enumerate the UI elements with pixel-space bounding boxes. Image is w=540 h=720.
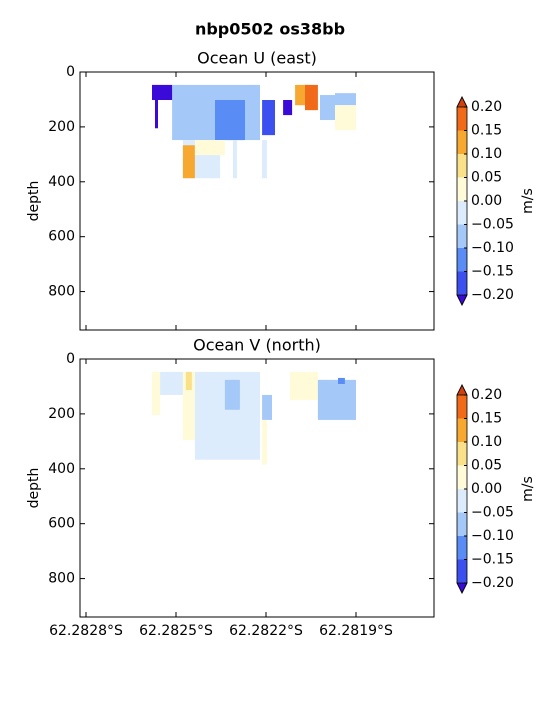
colorbar-segment bbox=[457, 559, 467, 583]
plot-frame bbox=[79, 358, 435, 618]
contour-cell bbox=[152, 84, 173, 100]
contour-cell bbox=[262, 99, 275, 136]
colorbar-segment bbox=[457, 224, 467, 248]
contour-cell bbox=[262, 140, 267, 179]
contour-cell bbox=[182, 145, 195, 179]
colorbar-tick-label: −0.15 bbox=[471, 552, 514, 568]
contour-cell bbox=[320, 95, 335, 121]
x-tick-label: 62.2819°S bbox=[319, 623, 393, 639]
colorbar-tick-label: 0.00 bbox=[471, 481, 502, 497]
colorbar-tick-label: −0.10 bbox=[471, 528, 514, 544]
y-tick-label: 200 bbox=[48, 406, 75, 422]
subplot-title: Ocean U (east) bbox=[197, 49, 317, 68]
contour-cell bbox=[335, 93, 356, 106]
y-tick-label: 400 bbox=[48, 174, 75, 190]
y-tick-label: 800 bbox=[48, 284, 75, 300]
colorbar-segment bbox=[457, 465, 467, 489]
figure-title: nbp0502 os38bb bbox=[195, 20, 345, 39]
colorbar-tick-label: 0.05 bbox=[471, 170, 502, 186]
colorbar-tick-label: 0.00 bbox=[471, 193, 502, 209]
colorbar-tick-label: 0.05 bbox=[471, 458, 502, 474]
contour-cell bbox=[262, 394, 272, 420]
colorbar-tick-label: −0.10 bbox=[471, 240, 514, 256]
colorbar-segment bbox=[457, 512, 467, 536]
colorbar-tick-label: 0.15 bbox=[471, 123, 502, 139]
colorbar-tick-label: −0.15 bbox=[471, 264, 514, 280]
y-tick-label: 600 bbox=[48, 516, 75, 532]
contour-cell bbox=[215, 99, 245, 141]
colorbar-segment bbox=[457, 418, 467, 442]
colorbar-segment bbox=[457, 489, 467, 513]
colorbar-label: m/s bbox=[520, 476, 536, 502]
contour-cell bbox=[233, 140, 237, 179]
colorbar-segment bbox=[457, 201, 467, 225]
colorbar-tick-label: 0.10 bbox=[471, 434, 502, 450]
contour-cell bbox=[290, 371, 318, 400]
contour-cell bbox=[152, 371, 161, 415]
x-tick-label: 62.2828°S bbox=[49, 623, 123, 639]
contour-cell bbox=[305, 84, 318, 111]
y-tick-label: 0 bbox=[66, 64, 75, 80]
colorbar-segment bbox=[457, 248, 467, 272]
colorbar-tick-label: −0.20 bbox=[471, 575, 514, 591]
contour-cell bbox=[155, 99, 158, 129]
contour-cell bbox=[338, 377, 345, 384]
y-tick-label: 600 bbox=[48, 229, 75, 245]
colorbar-label: m/s bbox=[520, 188, 536, 214]
colorbar-segment bbox=[457, 130, 467, 154]
contour-cell bbox=[160, 371, 183, 395]
y-tick-label: 800 bbox=[48, 571, 75, 587]
y-axis-label: depth bbox=[26, 468, 42, 509]
contour-cell bbox=[185, 371, 192, 391]
colorbar-tick-label: 0.15 bbox=[471, 411, 502, 427]
y-axis-label: depth bbox=[26, 181, 42, 222]
contour-cell bbox=[194, 140, 225, 156]
colorbar-tick-label: 0.20 bbox=[471, 99, 502, 115]
colorbar-tick-label: 0.10 bbox=[471, 146, 502, 162]
y-tick-label: 0 bbox=[66, 351, 75, 367]
colorbar-tick-label: 0.20 bbox=[471, 387, 502, 403]
contour-cell bbox=[335, 105, 356, 131]
x-tick-label: 62.2822°S bbox=[229, 623, 303, 639]
colorbar-segment bbox=[457, 154, 467, 178]
y-tick-label: 400 bbox=[48, 461, 75, 477]
contour-cell bbox=[262, 419, 267, 465]
colorbar-segment bbox=[457, 536, 467, 560]
colorbar-tick-label: −0.05 bbox=[471, 505, 514, 521]
y-tick-label: 200 bbox=[48, 119, 75, 135]
contour-cell bbox=[224, 379, 240, 410]
x-tick-label: 62.2825°S bbox=[139, 623, 213, 639]
colorbar-segment bbox=[457, 177, 467, 201]
subplot-title: Ocean V (north) bbox=[193, 336, 321, 355]
colorbar-tick-label: −0.20 bbox=[471, 287, 514, 303]
colorbar-segment bbox=[457, 395, 467, 419]
colorbar-tick-label: −0.05 bbox=[471, 217, 514, 233]
colorbar-segment bbox=[457, 107, 467, 131]
contour-cell bbox=[283, 99, 293, 116]
plot-frame bbox=[79, 71, 435, 331]
colorbar-segment bbox=[457, 271, 467, 295]
contour-cell bbox=[317, 379, 356, 420]
colorbar-segment bbox=[457, 442, 467, 466]
